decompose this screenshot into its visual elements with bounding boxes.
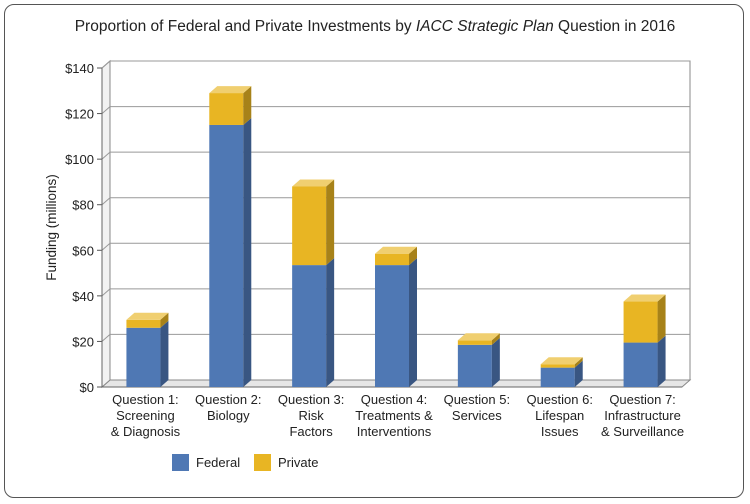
- bar-federal-1-side: [160, 320, 169, 387]
- bar-private-5: [457, 340, 492, 345]
- category-label-6-line-3: Issues: [541, 424, 579, 439]
- ytick-label-1: $20: [72, 334, 94, 349]
- category-label-1-line-3: & Diagnosis: [111, 424, 181, 439]
- legend-swatch-federal: [172, 454, 189, 471]
- gridline-side-1: [101, 334, 111, 342]
- bar-federal-6: [540, 367, 575, 387]
- gridline-side-2: [101, 288, 111, 297]
- category-label-7-line-2: Infrastructure: [604, 408, 681, 423]
- chart-legend: Federal Private: [0, 452, 750, 476]
- bar-federal-4: [375, 265, 409, 387]
- ytick-label-5: $100: [65, 152, 94, 167]
- legend-label-private: Private: [278, 455, 319, 470]
- bar-6-top: [540, 357, 583, 365]
- gridline-side-6: [101, 106, 111, 114]
- bar-private-7: [623, 301, 658, 343]
- category-label-3-line-1: Question 3:: [278, 392, 345, 407]
- ytick-label-2: $40: [72, 289, 94, 304]
- category-label-4-line-3: Interventions: [357, 424, 432, 439]
- gridline-side-5: [101, 151, 111, 160]
- category-label-2-line-2: Biology: [207, 408, 250, 423]
- title-part-2: Question in 2016: [553, 18, 676, 35]
- category-label-6-line-1: Question 6:: [526, 392, 593, 407]
- legend-item-federal: Federal: [172, 454, 240, 471]
- category-label-7-line-3: & Surveillance: [601, 424, 684, 439]
- bar-federal-6-side: [574, 360, 583, 387]
- bar-private-2-side: [243, 86, 252, 125]
- bar-4-top: [375, 246, 417, 254]
- gridline-side-3: [101, 242, 111, 251]
- bar-private-3: [292, 186, 327, 266]
- bar-2-top: [209, 86, 252, 94]
- title-part-1: IACC Strategic Plan: [415, 18, 554, 35]
- bar-federal-3-side: [326, 258, 335, 387]
- bar-7-top: [623, 294, 666, 302]
- category-label-3-line-3: Factors: [289, 424, 333, 439]
- bar-federal-4-side: [409, 258, 417, 387]
- category-label-5-line-1: Question 5:: [444, 392, 511, 407]
- bar-federal-1: [126, 327, 161, 387]
- title-part-0: Proportion of Federal and Private Invest…: [74, 18, 416, 35]
- bar-private-1: [126, 319, 161, 328]
- ytick-label-7: $140: [65, 61, 94, 76]
- bar-5-top: [457, 333, 500, 341]
- ytick-label-0: $0: [80, 380, 94, 395]
- bar-private-7-side: [657, 294, 666, 343]
- ytick-label-3: $60: [72, 243, 94, 258]
- category-label-2-line-1: Question 2:: [195, 392, 262, 407]
- bar-federal-3: [292, 265, 327, 387]
- bar-private-1-side: [160, 312, 169, 328]
- category-label-4-line-2: Treatments &: [355, 408, 433, 423]
- bar-private-4-side: [409, 246, 417, 266]
- ytick-label-6: $120: [65, 107, 94, 122]
- gridline-side-4: [101, 197, 111, 206]
- bar-federal-2: [209, 124, 244, 387]
- category-label-1-line-1: Question 1:: [112, 392, 179, 407]
- category-label-4-line-1: Question 4:: [361, 392, 428, 407]
- category-label-3-line-2: Risk: [299, 408, 325, 423]
- category-label-7-line-1: Question 7:: [609, 392, 676, 407]
- legend-item-private: Private: [254, 454, 318, 471]
- bar-private-4: [375, 253, 409, 266]
- bar-federal-7: [623, 342, 658, 387]
- bar-federal-5-side: [491, 337, 500, 387]
- category-label-6-line-2: Lifespan: [535, 408, 584, 423]
- bar-private-5-side: [491, 333, 500, 345]
- ytick-label-4: $80: [72, 198, 94, 213]
- legend-swatch-private: [254, 454, 271, 471]
- bar-1-top: [126, 312, 169, 320]
- bar-private-3-side: [326, 179, 335, 266]
- bar-federal-7-side: [657, 335, 666, 387]
- bar-private-6-side: [574, 357, 583, 368]
- gridline-side-7: [101, 60, 111, 69]
- bar-federal-2-side: [243, 117, 252, 387]
- bar-private-6: [540, 364, 575, 368]
- chart-title: Proportion of Federal and Private Invest…: [0, 18, 750, 36]
- legend-label-federal: Federal: [196, 455, 241, 470]
- category-label-5-line-2: Services: [452, 408, 502, 423]
- bar-private-2: [209, 93, 244, 125]
- bar-federal-5: [457, 344, 492, 387]
- bar-3-top: [292, 179, 335, 187]
- y-axis-label: Funding (millions): [44, 174, 59, 281]
- category-label-1-line-2: Screening: [116, 408, 175, 423]
